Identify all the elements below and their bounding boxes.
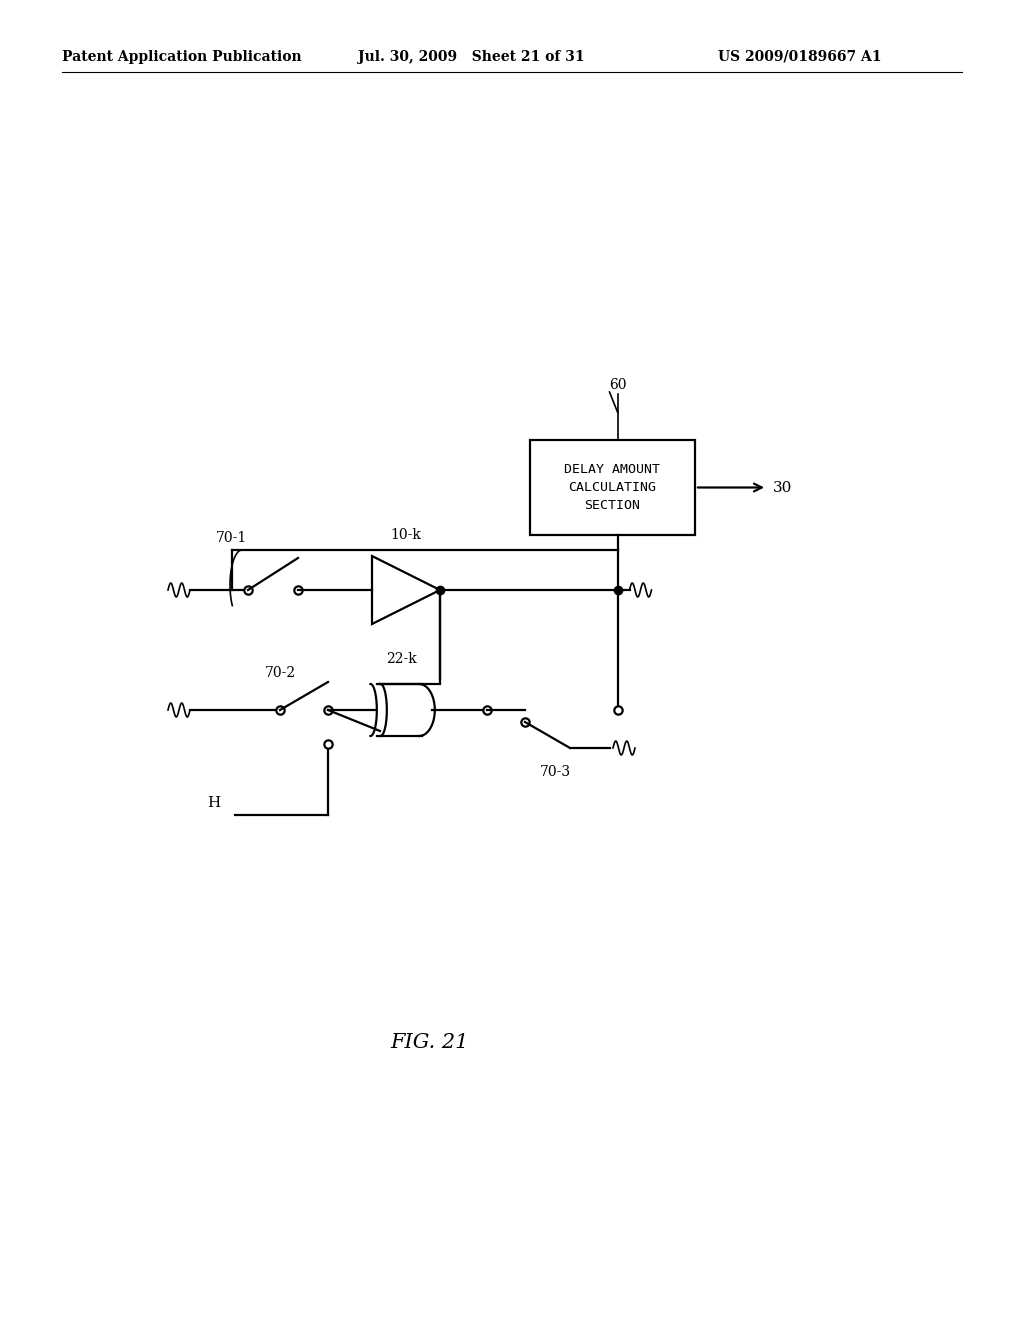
- Text: DELAY AMOUNT
CALCULATING
SECTION: DELAY AMOUNT CALCULATING SECTION: [564, 463, 660, 512]
- Text: 30: 30: [773, 480, 793, 495]
- Text: US 2009/0189667 A1: US 2009/0189667 A1: [718, 50, 882, 63]
- Text: 70-3: 70-3: [540, 766, 570, 779]
- Text: H: H: [207, 796, 220, 810]
- Text: Patent Application Publication: Patent Application Publication: [62, 50, 302, 63]
- Text: Jul. 30, 2009   Sheet 21 of 31: Jul. 30, 2009 Sheet 21 of 31: [358, 50, 585, 63]
- Text: FIG. 21: FIG. 21: [391, 1034, 469, 1052]
- Text: 10-k: 10-k: [390, 528, 422, 543]
- Text: 60: 60: [608, 378, 627, 392]
- Text: 70-2: 70-2: [264, 667, 296, 680]
- Text: 22-k: 22-k: [386, 652, 417, 667]
- Bar: [530, 440, 695, 535]
- Text: 70-1: 70-1: [216, 531, 247, 545]
